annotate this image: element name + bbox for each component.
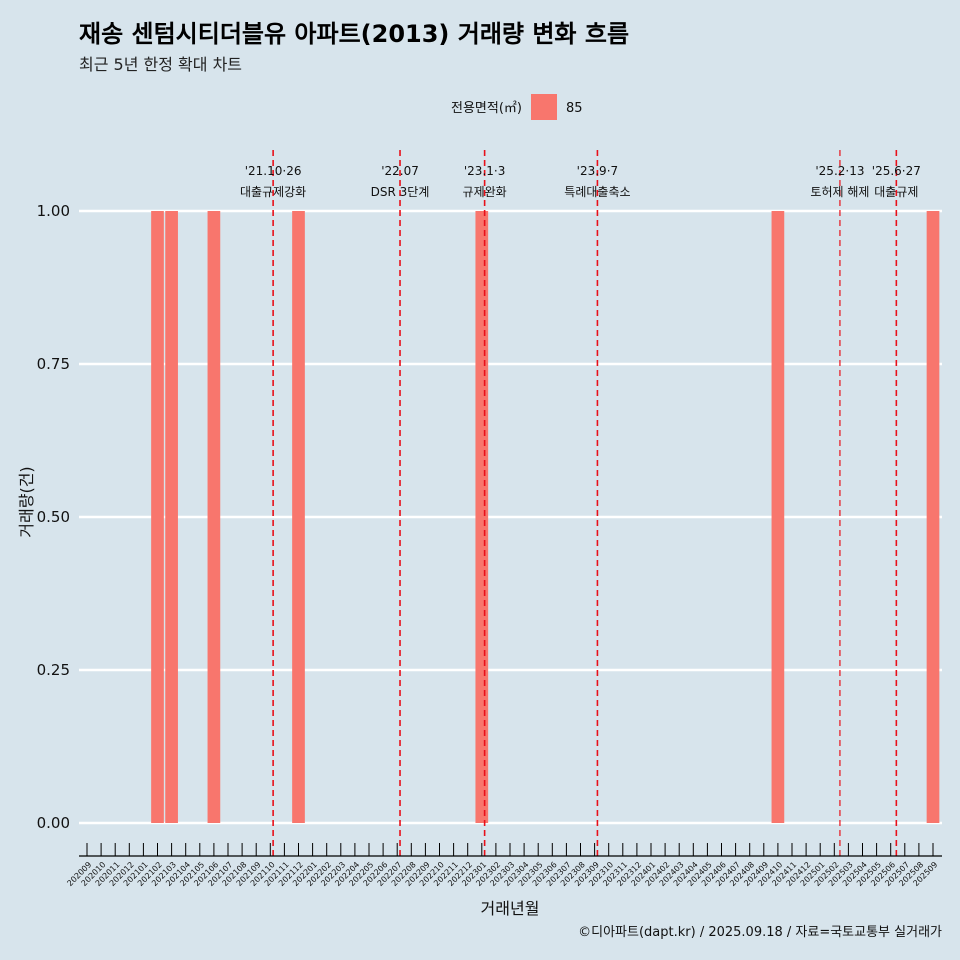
event-markers: '21.10·26 대출규제강화 '22.07 DSR 3단계 '23.1·3 규제완화 '…: [240, 150, 921, 856]
bar-202102: [151, 211, 164, 823]
event-label: 토허제 해제: [810, 185, 869, 199]
y-axis-title: 거래량(건): [17, 466, 36, 537]
legend: 전용면적(㎡) 85: [451, 94, 583, 120]
event-date: '25.2·13: [815, 164, 864, 178]
y-tick-label: 0.25: [37, 661, 70, 679]
bar-202410: [771, 211, 785, 823]
bar-202509: [926, 211, 940, 823]
event-label: DSR 3단계: [371, 185, 430, 199]
bar-202301: [475, 211, 489, 823]
event-label: 규제완화: [463, 185, 507, 199]
legend-entry-85: 85: [566, 101, 583, 116]
gridlines: [79, 209, 942, 825]
y-axis: 0.00 0.25 0.50 0.75 1.00: [37, 202, 70, 832]
y-tick-label: 1.00: [37, 202, 70, 220]
event-date: '23.9·7: [577, 164, 618, 178]
bar-202103: [165, 211, 178, 823]
event-date: '25.6·27: [872, 164, 921, 178]
event-date: '22.07: [381, 164, 419, 178]
caption: ©디아파트(dapt.kr) / 2025.09.18 / 자료=국토교통부 실…: [578, 925, 942, 940]
legend-title: 전용면적(㎡): [451, 101, 522, 116]
event-label: 대출규제강화: [240, 185, 306, 199]
event-label: 특례대출축소: [564, 185, 630, 199]
bar-202112: [292, 211, 305, 823]
event-label: 대출규제: [874, 185, 918, 199]
bar-202106: [207, 211, 221, 823]
y-tick-label: 0.75: [37, 355, 70, 373]
y-tick-label: 0.00: [37, 814, 70, 832]
chart-subtitle: 최근 5년 한정 확대 차트: [79, 55, 242, 74]
x-axis-title: 거래년월: [481, 899, 540, 918]
legend-swatch: [531, 94, 557, 120]
y-tick-label: 0.50: [37, 508, 70, 526]
event-date: '23.1·3: [464, 164, 505, 178]
event-date: '21.10·26: [245, 164, 302, 178]
chart-title: 재송 센텀시티더블유 아파트(2013) 거래량 변화 흐름: [79, 20, 629, 48]
x-axis: 2020092020102020112020122021012021022021…: [65, 843, 942, 888]
